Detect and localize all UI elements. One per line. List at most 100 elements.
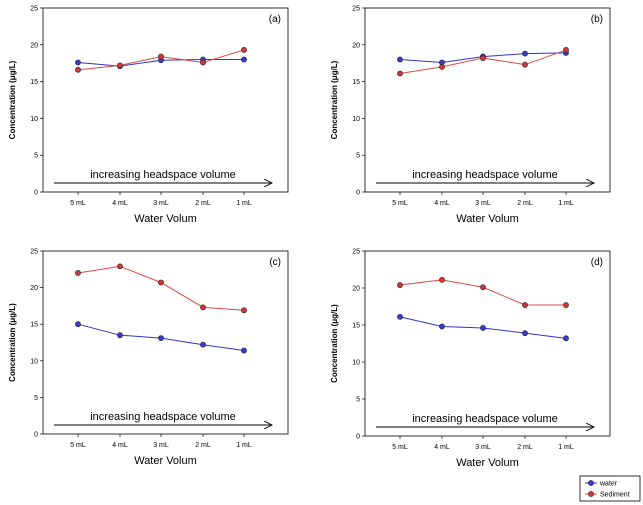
y-tick-label: 10 <box>352 116 360 123</box>
y-tick-label: 15 <box>352 79 360 86</box>
y-tick-label: 5 <box>356 153 360 160</box>
y-tick-label: 5 <box>34 395 38 402</box>
x-tick-label: 1 mL <box>558 200 574 207</box>
water-data-point <box>117 332 123 339</box>
x-axis-title: Water Volum <box>456 457 519 469</box>
water-data-point <box>439 323 445 330</box>
sediment-data-point <box>522 61 528 68</box>
x-tick-label: 1 mL <box>558 444 574 451</box>
sediment-data-point <box>522 302 528 308</box>
x-tick-label: 5 mL <box>392 200 408 207</box>
sediment-data-point <box>75 270 81 276</box>
x-tick-label: 4 mL <box>434 200 450 207</box>
water-data-point <box>75 59 81 66</box>
y-tick-label: 20 <box>30 42 38 49</box>
y-tick-label: 0 <box>34 432 38 439</box>
x-tick-label: 5 mL <box>70 442 86 449</box>
water-data-point <box>480 325 486 331</box>
water-data-point <box>241 56 247 63</box>
water-data-point <box>158 335 164 342</box>
sediment-data-point <box>439 276 445 283</box>
sediment-data-point <box>75 66 81 73</box>
panel-label: (d) <box>591 257 603 268</box>
y-tick-label: 0 <box>356 434 360 441</box>
y-tick-label: 5 <box>356 397 360 404</box>
x-tick-label: 1 mL <box>236 200 252 207</box>
sediment-data-point <box>117 263 123 270</box>
y-tick-label: 20 <box>352 286 360 293</box>
sediment-data-point <box>158 279 164 286</box>
y-axis-title: Concentration (μg/L) <box>8 303 17 382</box>
x-tick-label: 2 mL <box>195 200 211 207</box>
legend-box <box>579 475 641 502</box>
x-tick-label: 1 mL <box>236 442 252 449</box>
sediment-data-point <box>563 47 569 53</box>
sediment-data-point <box>480 284 486 291</box>
x-tick-label: 4 mL <box>112 200 128 207</box>
water-data-point <box>563 335 569 342</box>
sediment-data-point <box>158 53 164 60</box>
y-tick-label: 15 <box>30 322 38 329</box>
x-tick-label: 4 mL <box>434 444 450 451</box>
x-tick-label: 3 mL <box>475 444 491 451</box>
x-axis-title: Water Volum <box>134 455 197 467</box>
y-tick-label: 0 <box>356 190 360 197</box>
sediment-data-point <box>397 282 403 288</box>
y-tick-label: 10 <box>30 358 38 365</box>
y-axis-title: Concentration (μg/L) <box>330 60 339 139</box>
sediment-series-line <box>77 265 245 311</box>
legend-water-marker <box>588 480 594 486</box>
water-data-point <box>75 321 81 328</box>
x-tick-label: 4 mL <box>112 442 128 449</box>
x-tick-label: 3 mL <box>153 442 169 449</box>
panel-label: (a) <box>269 14 281 25</box>
y-tick-label: 25 <box>352 249 360 256</box>
sediment-data-point <box>397 70 403 77</box>
sediment-data-point <box>117 62 123 69</box>
x-tick-label: 2 mL <box>517 200 533 207</box>
chart-panel: 0 5 10 15 20 25 5 mL 4 mL 3 mL 2 mL 1 mL Water Volu… <box>330 249 611 469</box>
x-tick-label: 2 mL <box>517 444 533 451</box>
y-tick-label: 10 <box>352 360 360 367</box>
annotation-text: increasing headspace volume <box>412 169 558 181</box>
y-tick-label: 20 <box>30 285 38 292</box>
annotation-text: increasing headspace volume <box>90 411 236 423</box>
annotation-text: increasing headspace volume <box>412 413 558 425</box>
sediment-data-point <box>200 304 206 311</box>
x-tick-label: 3 mL <box>475 200 491 207</box>
sediment-data-point <box>480 55 486 61</box>
y-tick-label: 25 <box>352 6 360 13</box>
y-tick-label: 15 <box>352 323 360 330</box>
x-tick-label: 5 mL <box>70 200 86 207</box>
x-tick-label: 5 mL <box>392 444 408 451</box>
sediment-series-line <box>399 279 566 306</box>
sediment-data-point <box>241 47 247 53</box>
plot-frame <box>42 250 289 435</box>
plot-frame <box>42 7 289 193</box>
chart-panel: 0 5 10 15 20 25 5 mL 4 mL 3 mL 2 mL 1 mL Water Volu… <box>8 6 289 225</box>
y-tick-label: 5 <box>34 153 38 160</box>
y-axis-title: Concentration (μg/L) <box>8 60 17 139</box>
water-data-point <box>522 50 528 57</box>
y-tick-label: 10 <box>30 116 38 123</box>
x-tick-label: 3 mL <box>153 200 169 207</box>
water-data-point <box>397 313 403 320</box>
sediment-data-point <box>241 307 247 314</box>
y-axis-title: Concentration (μg/L) <box>330 304 339 383</box>
sediment-data-point <box>563 302 569 308</box>
legend-sediment-label: Sediment <box>600 492 630 499</box>
annotation-text: increasing headspace volume <box>90 169 236 181</box>
plot-frame <box>364 250 611 437</box>
chart-panels: 0 5 10 15 20 25 5 mL 4 mL 3 mL 2 mL 1 mL Water Volu… <box>8 6 611 469</box>
sediment-data-point <box>439 63 445 70</box>
y-tick-label: 25 <box>30 249 38 256</box>
plot-frame <box>364 7 611 193</box>
chart-panel: 0 5 10 15 20 25 5 mL 4 mL 3 mL 2 mL 1 mL Water Volu… <box>330 6 611 225</box>
water-data-point <box>397 56 403 63</box>
water-data-point <box>241 347 247 354</box>
water-data-point <box>522 330 528 337</box>
legend-sediment-marker <box>588 491 594 497</box>
legend-water-label: water <box>599 481 618 488</box>
y-tick-label: 0 <box>34 190 38 197</box>
